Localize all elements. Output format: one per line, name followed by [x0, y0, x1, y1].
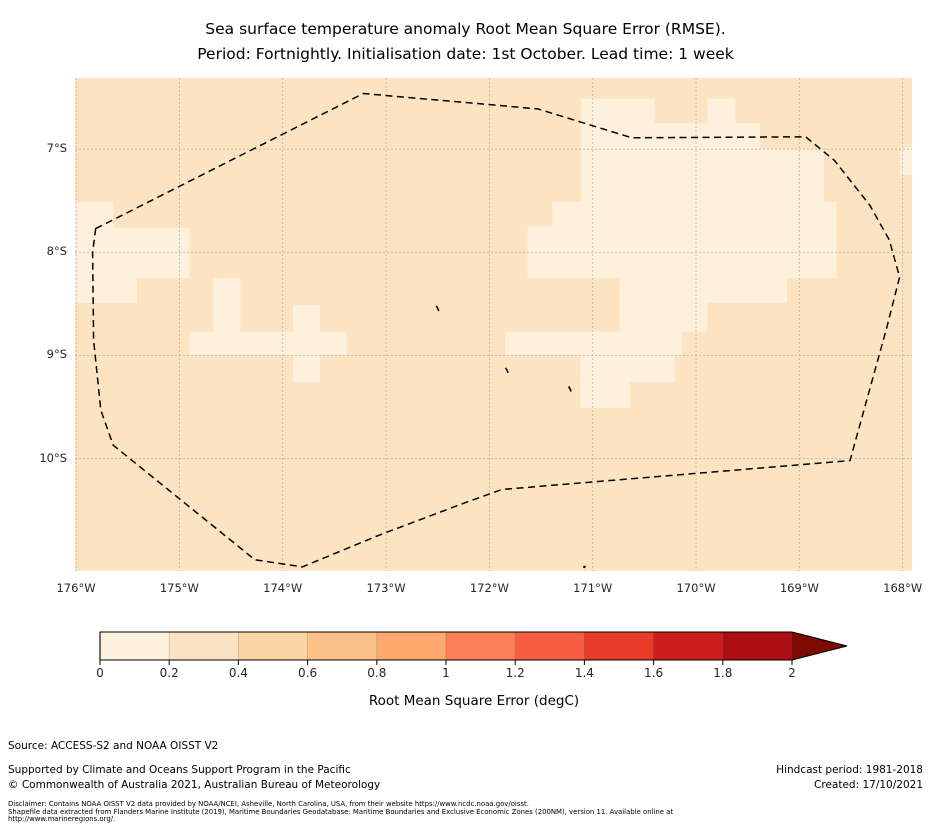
figure-title-line2: Period: Fortnightly. Initialisation date… — [197, 45, 734, 63]
x-tick-label: 168°W — [883, 581, 923, 595]
footer-supported: Supported by Climate and Oceans Support … — [8, 764, 351, 776]
colorbar-tick-label: 1 — [442, 666, 450, 680]
colorbar-border — [99, 631, 848, 661]
footer-copyright: © Commonwealth of Australia 2021, Austra… — [8, 779, 381, 791]
colorbar-segment — [238, 632, 308, 660]
colorbar-segment — [722, 632, 792, 660]
low-rmse-patch — [527, 226, 837, 279]
footer-disclaimer-line: http://www.marineregions.org/. — [8, 815, 116, 824]
island-mark — [435, 305, 440, 312]
x-tick-label: 170°W — [676, 581, 716, 595]
colorbar-tick-label: 1.4 — [574, 666, 594, 680]
low-rmse-patch — [75, 201, 114, 228]
x-tick-label: 172°W — [469, 581, 509, 595]
low-rmse-patch — [293, 304, 320, 332]
colorbar-tick-label: 0 — [96, 666, 104, 680]
low-rmse-patch — [189, 331, 347, 356]
y-tick-label: 10°S — [39, 450, 67, 465]
y-tick-label: 9°S — [46, 347, 67, 362]
colorbar-tick-label: 0.4 — [228, 666, 248, 680]
colorbar-tick-label: 0.8 — [367, 666, 387, 680]
low-rmse-patch — [75, 278, 137, 303]
footer-hindcast-period: Hindcast period: 1981-2018 — [776, 764, 923, 776]
colorbar-segment — [376, 632, 446, 660]
colorbar-svg — [99, 631, 848, 665]
colorbar-tick-label: 0.6 — [298, 666, 318, 680]
low-rmse-patch — [707, 98, 736, 124]
footer-source: Source: ACCESS-S2 and NOAA OISST V2 — [8, 740, 219, 752]
x-tick-label: 171°W — [573, 581, 613, 595]
low-rmse-patch — [581, 123, 761, 150]
footer-created: Created: 17/10/2021 — [814, 779, 923, 791]
low-rmse-patch — [504, 331, 682, 356]
low-rmse-patch — [619, 302, 708, 332]
map-svg — [75, 78, 912, 571]
colorbar-segment — [169, 632, 239, 660]
low-rmse-patch — [900, 147, 912, 175]
island-mark — [567, 385, 572, 392]
y-tick-label: 7°S — [46, 141, 67, 156]
island-mark — [583, 565, 586, 569]
figure-title: Sea surface temperature anomaly Root Mea… — [0, 17, 931, 67]
y-tick-label: 8°S — [46, 244, 67, 259]
colorbar-over-arrow — [792, 632, 847, 660]
colorbar-label: Root Mean Square Error (degC) — [368, 693, 580, 709]
low-rmse-patch — [619, 278, 787, 303]
figure-title-line1: Sea surface temperature anomaly Root Mea… — [205, 20, 726, 38]
colorbar-segment — [584, 632, 654, 660]
island-mark — [504, 367, 509, 374]
x-tick-label: 169°W — [779, 581, 819, 595]
low-rmse-patch — [552, 201, 837, 227]
low-rmse-patch — [293, 355, 320, 383]
footer-disclaimer-line: Disclaimer: Contains NOAA OISST V2 data … — [8, 800, 529, 808]
colorbar-segment — [446, 632, 516, 660]
x-tick-label: 175°W — [159, 581, 199, 595]
x-tick-label: 174°W — [263, 581, 303, 595]
map-plot — [75, 78, 912, 571]
colorbar-segment — [307, 632, 377, 660]
footer-disclaimer-line: Shapefile data extracted from Flanders M… — [8, 807, 674, 816]
colorbar-segment — [100, 632, 170, 660]
colorbar-segment — [653, 632, 723, 660]
colorbar-segment — [515, 632, 585, 660]
colorbar-tick-label: 1.6 — [644, 666, 664, 680]
low-rmse-patch — [580, 355, 675, 383]
x-tick-label: 176°W — [56, 581, 96, 595]
low-rmse-patch — [75, 227, 190, 279]
eez-boundary-path — [91, 92, 901, 568]
low-rmse-patch — [581, 149, 825, 202]
colorbar-tick-label: 0.2 — [159, 666, 179, 680]
colorbar-tick-label: 2 — [788, 666, 796, 680]
low-rmse-patch — [581, 98, 655, 124]
colorbar-tick-label: 1.2 — [505, 666, 525, 680]
x-tick-label: 173°W — [366, 581, 406, 595]
footer-disclaimer: Disclaimer: Contains NOAA OISST V2 data … — [8, 800, 674, 824]
colorbar-tick-label: 1.8 — [713, 666, 733, 680]
low-rmse-patch — [580, 382, 630, 409]
